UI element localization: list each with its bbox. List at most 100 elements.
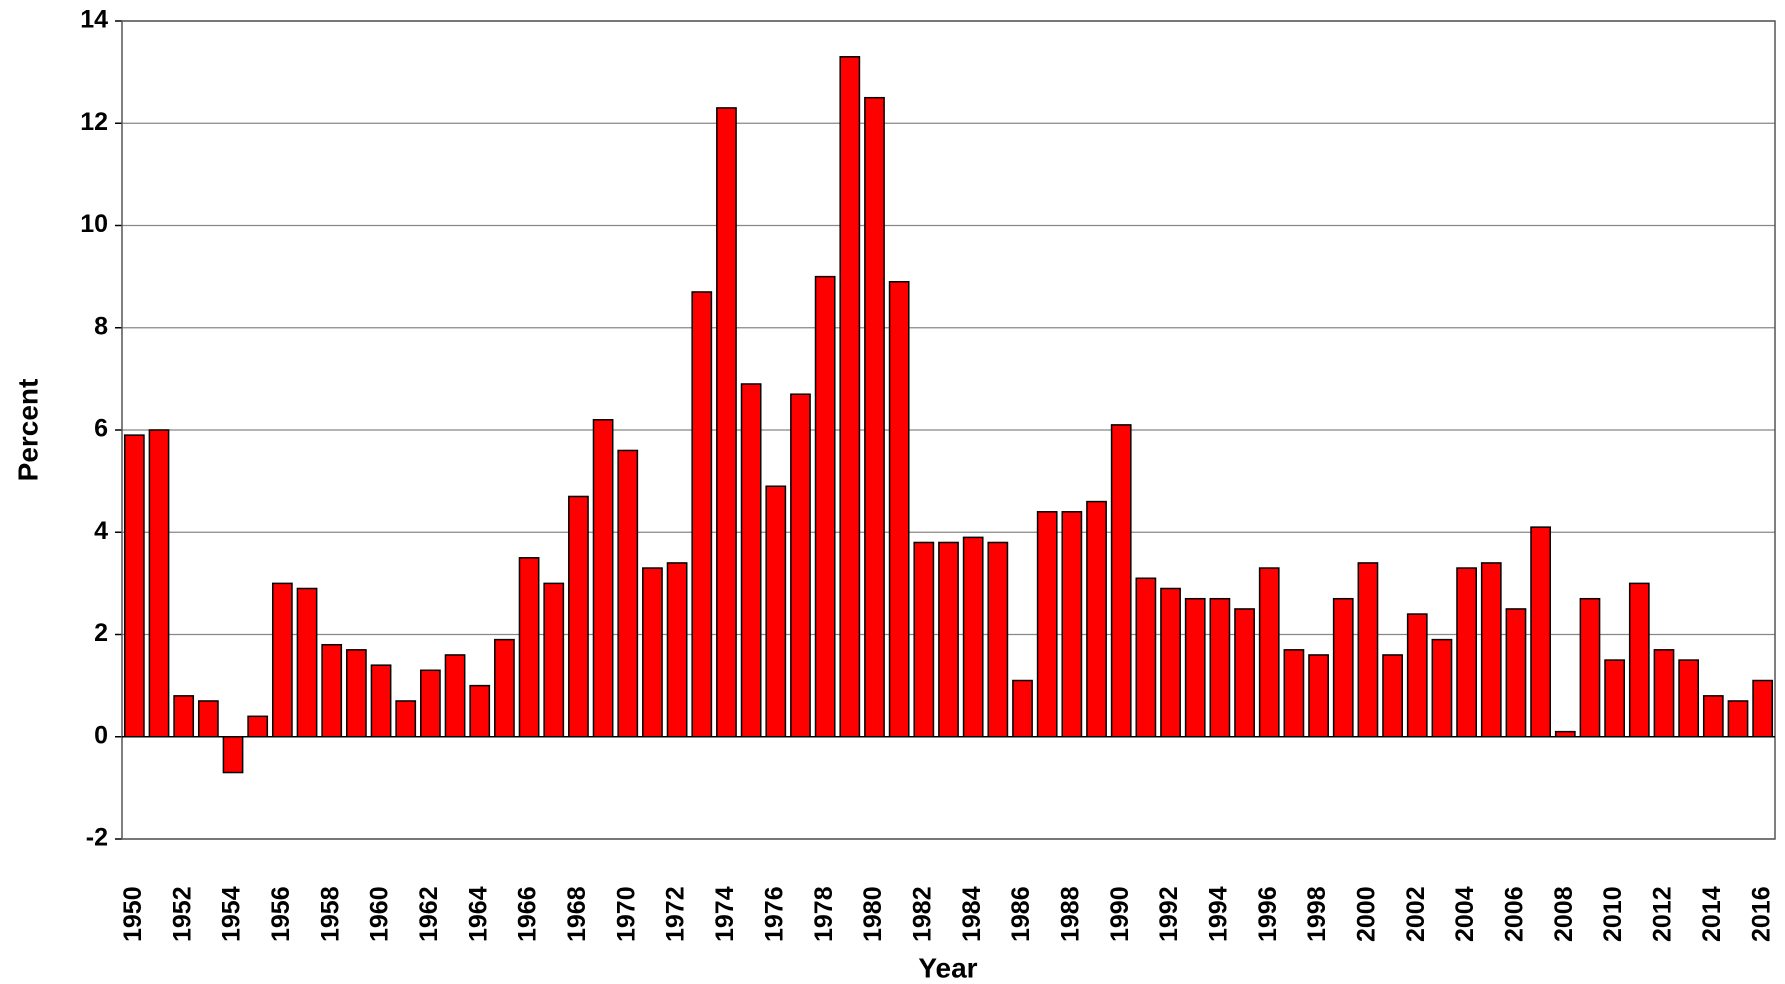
x-tick-label: 1990: [1106, 886, 1134, 942]
x-tick-label: 1998: [1303, 886, 1331, 942]
x-tick-label: 2014: [1698, 886, 1726, 942]
x-tick-label: 2012: [1649, 886, 1677, 942]
x-tick-label: 2016: [1747, 886, 1775, 942]
y-tick-label: 6: [94, 415, 108, 443]
x-tick-label: 1974: [711, 886, 739, 942]
bar: [1382, 654, 1403, 738]
x-tick-label: 2006: [1501, 886, 1529, 942]
bar: [1554, 730, 1576, 738]
bar: [1036, 511, 1058, 738]
x-tick-label: 1992: [1155, 886, 1183, 942]
x-tick-label: 1996: [1254, 886, 1282, 942]
bar: [1505, 608, 1527, 738]
bar: [1135, 577, 1157, 738]
bar: [839, 56, 861, 738]
y-tick-label: 2: [94, 619, 108, 647]
x-tick-label: 1970: [612, 886, 640, 942]
bar: [864, 96, 885, 738]
bar: [370, 664, 392, 738]
y-tick-label: -2: [86, 824, 108, 852]
bar: [666, 562, 688, 738]
bar: [1283, 649, 1305, 738]
bar: [1727, 700, 1749, 738]
x-tick-label: 1972: [662, 886, 690, 942]
bar: [814, 275, 836, 738]
bar: [617, 449, 639, 738]
bar: [1480, 562, 1502, 738]
bar: [1406, 613, 1428, 738]
bar: [1357, 562, 1379, 738]
bar: [518, 557, 540, 738]
bar: [592, 419, 614, 738]
bar: [987, 541, 1009, 738]
x-tick-label: 1958: [316, 886, 344, 942]
bar: [420, 669, 441, 738]
plot-frame: [121, 20, 1776, 840]
bar: [222, 736, 244, 774]
y-tick-label: 0: [94, 721, 108, 749]
y-axis-label: Percent: [12, 379, 43, 482]
bar: [1110, 424, 1132, 738]
x-tick-label: 1980: [859, 886, 887, 942]
bar: [1332, 597, 1354, 738]
bar: [148, 429, 170, 738]
x-tick-label: 2004: [1451, 886, 1479, 942]
y-tick-label: 12: [80, 108, 108, 136]
x-tick-label: 1982: [908, 886, 936, 942]
x-tick-label: 1984: [958, 886, 986, 942]
bar: [321, 643, 343, 738]
x-tick-label: 1986: [1007, 886, 1035, 942]
x-tick-label: 1964: [464, 886, 492, 942]
x-tick-label: 1952: [168, 886, 196, 942]
bar: [1234, 608, 1255, 738]
bar: [1604, 659, 1626, 738]
bar: [1258, 567, 1280, 738]
bar: [913, 541, 935, 738]
bar: [247, 715, 269, 738]
bar: [1308, 654, 1329, 738]
bar: [1209, 597, 1231, 738]
bar: [716, 107, 737, 738]
bar: [962, 536, 984, 738]
bar: [691, 291, 713, 738]
x-tick-label: 1976: [760, 886, 788, 942]
bar: [1653, 649, 1675, 738]
x-tick-label: 1968: [563, 886, 591, 942]
x-tick-label: 2010: [1599, 886, 1627, 942]
bar: [173, 695, 195, 738]
x-tick-label: 2000: [1353, 886, 1381, 942]
bar: [543, 582, 565, 738]
bar: [765, 485, 787, 738]
x-axis-label: Year: [918, 952, 977, 983]
x-tick-label: 1956: [267, 886, 295, 942]
bar: [346, 649, 367, 738]
x-tick-label: 1950: [119, 886, 147, 942]
bar: [1431, 638, 1453, 738]
x-tick-label: 1966: [514, 886, 542, 942]
bar: [1456, 567, 1477, 738]
bar: [1752, 679, 1774, 738]
bar: [494, 638, 515, 738]
bar: [1160, 587, 1181, 738]
bar: [469, 684, 491, 738]
x-tick-label: 1962: [415, 886, 443, 942]
y-tick-label: 4: [94, 517, 108, 545]
bar: [296, 587, 318, 738]
bar: [197, 700, 219, 738]
x-tick-label: 1994: [1204, 886, 1232, 942]
bar: [790, 393, 811, 738]
bar: [395, 700, 417, 738]
x-tick-label: 1978: [810, 886, 838, 942]
y-tick-label: 10: [80, 210, 108, 238]
bar: [938, 541, 959, 738]
bar: [740, 383, 762, 738]
bar: [1086, 500, 1107, 738]
x-tick-label: 1988: [1056, 886, 1084, 942]
bar: [642, 567, 663, 738]
bar: [568, 495, 589, 738]
bar: [1061, 511, 1083, 738]
bar: [444, 654, 466, 738]
bar: [1702, 695, 1724, 738]
bar: [1628, 582, 1650, 738]
